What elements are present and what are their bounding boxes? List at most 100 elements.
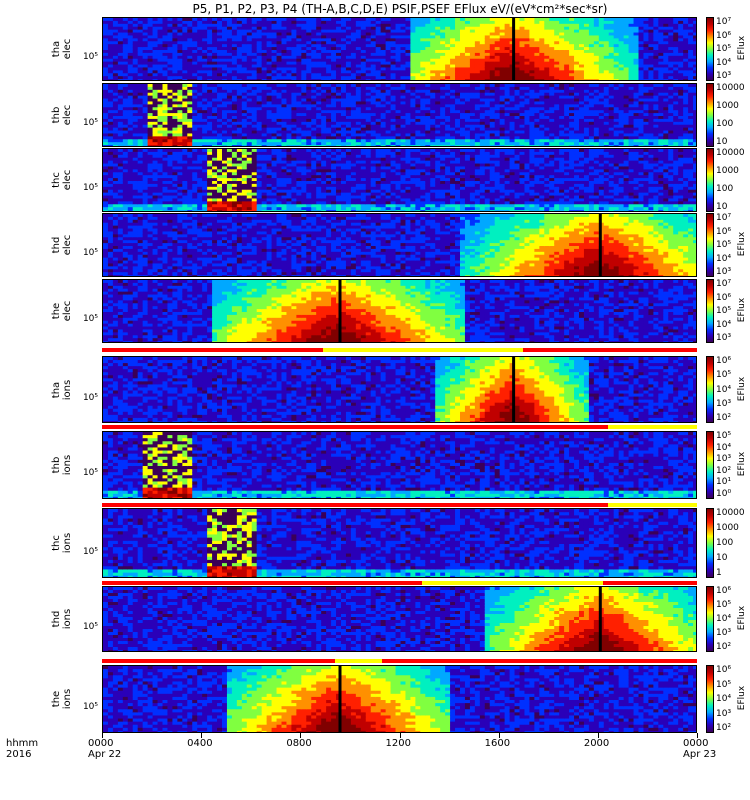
spectrogram-cell	[678, 18, 684, 22]
spectrogram-cell	[380, 139, 387, 143]
spectrogram-cell	[177, 76, 183, 80]
spectrogram-cell	[494, 50, 501, 54]
spectrogram-cell	[202, 118, 208, 123]
spectrogram-cell	[430, 32, 436, 37]
spectrogram-cell	[484, 29, 491, 34]
spectrogram-cell	[112, 104, 119, 108]
spectrogram-cell	[430, 64, 436, 69]
spectrogram-cell	[554, 95, 560, 100]
spectrogram-cell	[197, 35, 203, 39]
spectrogram-cell	[127, 142, 134, 146]
spectrogram-cell	[385, 124, 392, 129]
spectrogram-cell	[593, 130, 600, 135]
spectrogram-cell	[296, 61, 302, 66]
spectrogram-cell	[375, 95, 382, 100]
spectrogram-cell	[251, 47, 258, 51]
spectrogram-cell	[385, 89, 392, 94]
spectrogram-cell	[405, 95, 412, 100]
spectrogram-cell	[415, 29, 421, 34]
spectrogram-cell	[365, 89, 372, 94]
spectrogram-cell	[608, 113, 615, 117]
spectrogram-cell	[281, 116, 288, 120]
spectrogram-cell	[246, 145, 253, 146]
spectrogram-cell	[450, 118, 456, 123]
spectrogram-cell	[395, 145, 402, 146]
spectrogram-cell	[499, 92, 506, 97]
spectrogram-cell	[167, 58, 174, 63]
spectrogram-cell	[271, 55, 278, 60]
spectrogram-cell	[509, 86, 516, 91]
spectrogram-cell	[192, 121, 198, 126]
spectrogram-cell	[544, 95, 550, 100]
spectrogram-cell	[549, 116, 555, 120]
spectrogram-cell	[618, 23, 625, 28]
spectrogram-cell	[103, 32, 109, 37]
spectrogram-cell	[613, 139, 620, 143]
spectrogram-cell	[246, 50, 253, 54]
spectrogram-cell	[618, 110, 625, 114]
spectrogram-cell	[494, 142, 501, 146]
spectrogram-cell	[583, 139, 590, 143]
spectrogram-cell	[217, 18, 223, 22]
spectrogram-cell	[326, 26, 332, 31]
spectrogram-cell	[217, 104, 223, 108]
spectrogram-cell	[266, 127, 273, 132]
spectrogram-cell	[484, 84, 491, 88]
spectrogram-cell	[499, 133, 506, 137]
spectrogram-cell	[226, 145, 233, 146]
spectrogram-cell	[182, 18, 188, 22]
spectrogram-cell	[484, 118, 491, 123]
spectrogram-cell	[217, 89, 223, 94]
spectrogram-cell	[187, 142, 193, 146]
spectrogram-cell	[246, 107, 253, 111]
spectrogram-cell	[112, 86, 119, 91]
spectrogram-cell	[618, 73, 625, 77]
spectrogram-cell	[524, 52, 531, 57]
spectrogram-cell	[271, 89, 278, 94]
spectrogram-cell	[648, 76, 654, 80]
spectrogram-cell	[321, 64, 327, 69]
spectrogram-cell	[142, 104, 149, 108]
spectrogram-cell	[331, 89, 337, 94]
spectrogram-cell	[177, 89, 183, 94]
spectrogram-cell	[137, 101, 144, 105]
spectrogram-cell	[137, 55, 144, 60]
spectrogram-cell	[127, 47, 134, 51]
spectrogram-cell	[142, 47, 149, 51]
spectrogram-cell	[132, 18, 139, 22]
spectrogram-cell	[226, 107, 233, 111]
spectrogram-cell	[529, 52, 535, 57]
spectrogram-cell	[132, 58, 139, 63]
spectrogram-cell	[370, 118, 377, 123]
spectrogram-cell	[316, 76, 322, 80]
spectrogram-cell	[474, 44, 481, 48]
spectrogram-cell	[405, 41, 412, 45]
spectrogram-cell	[554, 73, 560, 77]
spectrogram-cell	[246, 118, 253, 123]
spectrogram-cell	[653, 79, 659, 80]
spectrogram-cell	[484, 23, 491, 28]
spectrogram-cell	[678, 73, 684, 77]
spectrogram-cell	[182, 47, 188, 51]
spectrogram-cell	[251, 89, 258, 94]
spectrogram-cell	[539, 47, 545, 51]
spectrogram-cell	[539, 133, 545, 137]
spectrogram-cell	[291, 26, 297, 31]
spectrogram-cell	[291, 89, 297, 94]
spectrogram-cell	[554, 84, 560, 88]
spectrogram-cell	[425, 52, 431, 57]
spectrogram-cell	[336, 20, 342, 25]
spectrogram-cell	[564, 124, 570, 129]
spectrogram-cell	[405, 142, 412, 146]
spectrogram-cell	[608, 110, 615, 114]
spectrogram-cell	[326, 95, 332, 100]
spectrogram-cell	[271, 113, 278, 117]
spectrogram-cell	[405, 61, 412, 66]
spectrogram-cell	[479, 26, 486, 31]
spectrogram-cell	[494, 136, 501, 140]
spectrogram-cell	[559, 98, 565, 103]
spectrogram-cell	[142, 139, 149, 143]
spectrogram-cell	[182, 64, 188, 69]
spectrogram-cell	[231, 44, 238, 48]
spectrogram-cell	[549, 50, 555, 54]
